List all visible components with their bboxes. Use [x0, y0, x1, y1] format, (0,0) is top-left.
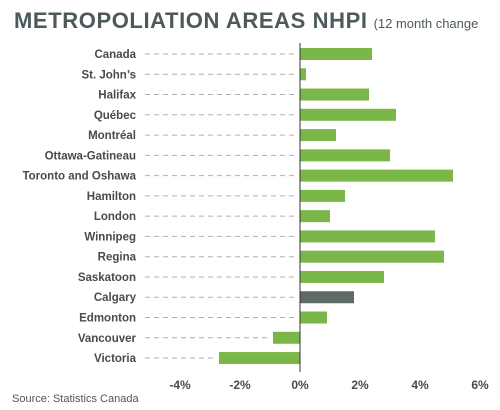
bar-montreal [300, 129, 336, 142]
category-label-st-john-s: St. John’s [81, 69, 136, 81]
chart-title-main: METROPOLIATION AREAS NHPI [14, 8, 368, 33]
x-tick-label: -4% [169, 378, 191, 392]
bar-victoria [219, 352, 300, 365]
bar-winnipeg [300, 230, 435, 243]
bars [219, 48, 453, 365]
x-tick-labels: -4% -2% 0% 2% 4% 6% [169, 378, 489, 392]
category-label-quebec: Québec [94, 110, 137, 122]
category-label-ottawa-gatineau: Ottawa-Gatineau [45, 150, 136, 162]
bar-ottawa-gatineau [300, 149, 390, 162]
category-label-halifax: Halifax [98, 90, 136, 102]
bar-halifax [300, 88, 369, 101]
bar-toronto-and-oshawa [300, 169, 453, 182]
x-tick-label: 0% [291, 378, 309, 392]
category-labels: Canada St. John’s Halifax Québec Montréal Ott… [22, 49, 136, 365]
bar-calgary [300, 291, 354, 304]
chart-title: METROPOLIATION AREAS NHPI (12 month chang… [14, 8, 478, 34]
bar-regina [300, 250, 444, 263]
category-label-london: London [94, 211, 136, 223]
x-tick-label: 4% [411, 378, 429, 392]
category-label-edmonton: Edmonton [79, 313, 136, 325]
category-label-saskatoon: Saskatoon [78, 272, 136, 284]
bar-london [300, 210, 330, 223]
category-label-montreal: Montréal [88, 130, 136, 142]
category-label-canada: Canada [94, 49, 136, 61]
bar-canada [300, 48, 372, 60]
category-label-regina: Regina [98, 252, 137, 264]
category-label-victoria: Victoria [94, 353, 137, 365]
source-note: Source: Statistics Canada [12, 393, 139, 405]
leader-lines [145, 53, 296, 359]
bar-saskatoon [300, 270, 384, 283]
x-tick-label: 2% [351, 378, 369, 392]
category-label-winnipeg: Winnipeg [84, 231, 136, 243]
category-label-hamilton: Hamilton [87, 191, 136, 203]
bar-st-john-s [300, 68, 306, 81]
category-label-toronto-and-oshawa: Toronto and Oshawa [22, 171, 136, 183]
x-tick-label: -2% [229, 378, 251, 392]
x-tick-label: 6% [471, 378, 489, 392]
bar-hamilton [300, 189, 345, 202]
category-label-calgary: Calgary [94, 292, 137, 304]
bar-vancouver [273, 331, 300, 344]
bar-quebec [300, 108, 396, 121]
category-label-vancouver: Vancouver [78, 333, 137, 345]
chart-subtitle: (12 month change [373, 16, 479, 31]
bar-edmonton [300, 311, 327, 324]
